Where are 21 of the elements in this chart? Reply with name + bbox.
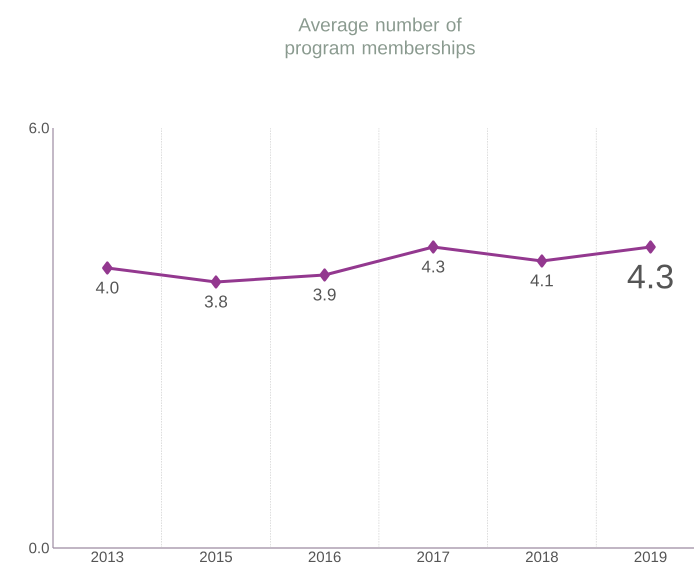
chart-title: Average number of program memberships [286,18,475,58]
data-label: 4.1 [530,274,553,286]
data-label: 4.0 [96,282,118,294]
x-tick-label: 2017 [417,552,450,562]
x-tick-label: 2015 [200,552,232,562]
point [210,275,222,288]
x-tick-label: 2019 [634,552,666,562]
y-tick-label: 0.0 [29,542,49,554]
data-label: 4.3 [422,260,444,273]
data-label: 3.8 [204,296,228,308]
x-tick-label: 2016 [308,552,341,562]
point [536,254,548,268]
point [645,240,656,254]
y-tick-label: 6.0 [29,122,49,134]
data-label: 4.3 [628,264,673,289]
x-tick-label: 2013 [91,552,124,562]
point [102,261,113,274]
x-tick-label: 2018 [526,552,558,562]
data-label: 3.9 [313,288,336,301]
point [428,240,438,254]
point [319,268,330,282]
